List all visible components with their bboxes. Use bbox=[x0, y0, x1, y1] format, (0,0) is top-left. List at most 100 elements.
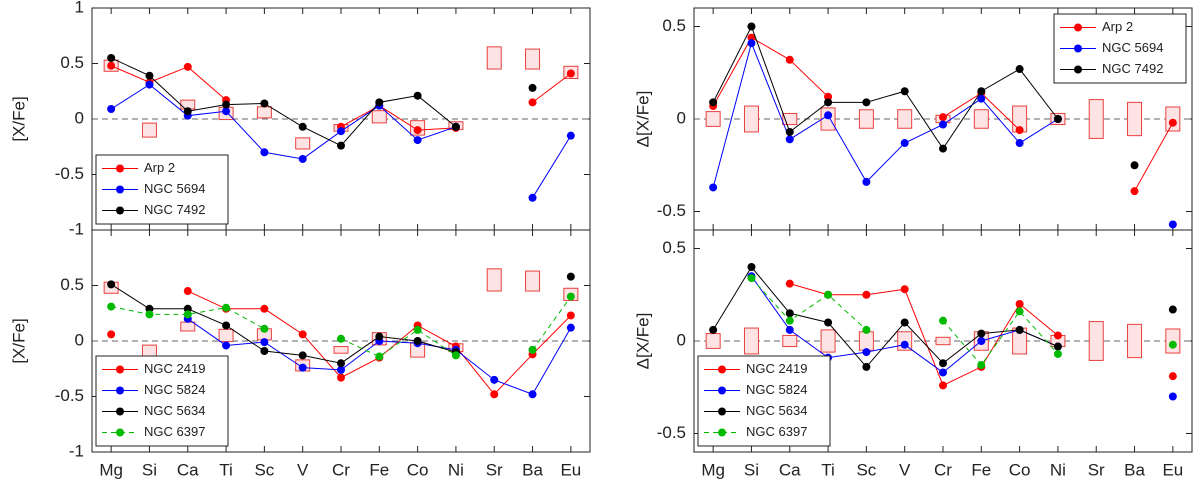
marker bbox=[375, 98, 384, 107]
marker bbox=[900, 285, 909, 294]
y-tick-label: -0.5 bbox=[55, 386, 84, 405]
marker bbox=[939, 359, 947, 368]
x-tick-label: Ba bbox=[1124, 460, 1145, 479]
marker bbox=[145, 71, 154, 80]
marker bbox=[413, 337, 422, 345]
series-line bbox=[111, 58, 532, 146]
legend-label: NGC 5824 bbox=[746, 382, 807, 397]
marker bbox=[451, 351, 460, 360]
error-box bbox=[333, 346, 349, 354]
y-tick-label: 0.5 bbox=[662, 16, 686, 35]
marker bbox=[337, 359, 345, 368]
marker bbox=[1015, 65, 1024, 74]
error-box bbox=[525, 48, 541, 70]
y-axis-label: Δ[X/Fe] bbox=[633, 313, 652, 370]
marker bbox=[566, 131, 575, 140]
legend-marker bbox=[116, 407, 124, 416]
marker bbox=[528, 193, 537, 202]
marker bbox=[375, 352, 384, 361]
marker bbox=[862, 348, 871, 357]
marker bbox=[413, 136, 422, 145]
y-tick-label: 0.5 bbox=[662, 238, 686, 257]
error-box bbox=[1127, 101, 1143, 137]
marker bbox=[862, 290, 871, 299]
legend-label: NGC 5694 bbox=[1102, 40, 1163, 55]
error-box bbox=[820, 329, 836, 353]
marker bbox=[413, 126, 422, 135]
legend-marker bbox=[1074, 44, 1082, 53]
x-tick-label: Sc bbox=[856, 460, 876, 479]
error-box bbox=[858, 331, 874, 351]
marker bbox=[939, 368, 947, 377]
marker bbox=[1015, 307, 1024, 316]
marker bbox=[862, 325, 871, 334]
series-line bbox=[110, 65, 572, 131]
marker bbox=[107, 105, 116, 114]
marker bbox=[566, 292, 575, 301]
marker bbox=[566, 69, 575, 78]
x-tick-label: Mg bbox=[99, 460, 123, 479]
marker bbox=[183, 304, 192, 313]
legend-label: Arp 2 bbox=[144, 160, 175, 175]
marker bbox=[1015, 325, 1024, 334]
y-tick-label: 0 bbox=[75, 108, 84, 127]
error-box bbox=[935, 336, 951, 346]
error-box bbox=[782, 112, 798, 126]
marker bbox=[337, 141, 345, 150]
marker bbox=[1015, 139, 1024, 148]
marker bbox=[490, 390, 499, 399]
marker bbox=[747, 39, 756, 48]
legend-label: NGC 5824 bbox=[144, 382, 205, 397]
x-tick-label: Ti bbox=[219, 460, 233, 479]
marker bbox=[260, 304, 269, 313]
x-tick-label: Sr bbox=[1088, 460, 1105, 479]
error-box bbox=[141, 122, 157, 138]
marker bbox=[785, 55, 794, 64]
series-line bbox=[110, 83, 572, 199]
x-tick-label: Si bbox=[142, 460, 157, 479]
marker bbox=[107, 302, 116, 311]
y-axis-label: [X/Fe] bbox=[9, 96, 28, 141]
marker bbox=[145, 310, 154, 319]
marker bbox=[977, 337, 986, 345]
marker bbox=[183, 107, 192, 116]
error-box bbox=[486, 268, 502, 292]
y-tick-label: -1 bbox=[69, 441, 84, 460]
legend-label: Arp 2 bbox=[1102, 19, 1133, 34]
error-box bbox=[295, 137, 311, 150]
x-tick-label: Si bbox=[744, 460, 759, 479]
error-box bbox=[218, 328, 234, 343]
error-box bbox=[743, 105, 759, 133]
marker bbox=[747, 33, 756, 42]
marker bbox=[939, 381, 947, 390]
marker bbox=[183, 62, 192, 71]
marker bbox=[528, 345, 537, 354]
marker bbox=[1130, 187, 1139, 196]
x-tick-label: Ti bbox=[821, 460, 835, 479]
error-box bbox=[486, 46, 502, 70]
legend-marker bbox=[718, 407, 726, 416]
legend-label: NGC 5634 bbox=[144, 403, 205, 418]
y-tick-label: 0 bbox=[75, 330, 84, 349]
marker bbox=[709, 98, 718, 107]
y-tick-label: 0 bbox=[677, 330, 686, 349]
legend-label: NGC 5694 bbox=[144, 181, 205, 196]
marker bbox=[298, 154, 307, 163]
error-box bbox=[1088, 321, 1104, 361]
x-tick-label: Co bbox=[407, 460, 429, 479]
marker bbox=[900, 340, 909, 349]
marker bbox=[1053, 349, 1062, 358]
marker bbox=[785, 325, 794, 334]
marker bbox=[747, 274, 756, 283]
marker bbox=[375, 332, 384, 341]
y-tick-label: -0.5 bbox=[55, 164, 84, 183]
x-tick-label: Fe bbox=[369, 460, 389, 479]
marker bbox=[566, 311, 575, 320]
marker bbox=[1168, 372, 1177, 381]
error-box bbox=[525, 270, 541, 292]
frame bbox=[91, 229, 591, 453]
marker bbox=[900, 87, 909, 96]
x-tick-label: Cr bbox=[332, 460, 350, 479]
marker bbox=[785, 127, 794, 136]
series-line bbox=[111, 296, 572, 358]
